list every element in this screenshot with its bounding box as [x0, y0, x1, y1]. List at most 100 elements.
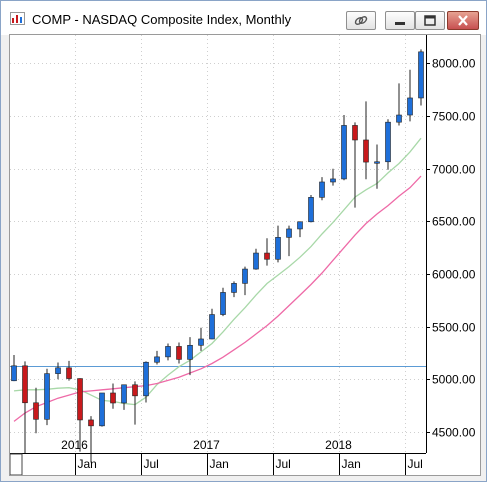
- y-tick-label: 5000.00: [432, 373, 476, 387]
- x-month-label: Jan: [78, 457, 97, 471]
- candle-body: [44, 373, 50, 420]
- candle-body: [352, 125, 358, 141]
- candle-body: [110, 392, 116, 404]
- candle: [418, 49, 424, 106]
- candle: [55, 362, 61, 380]
- candle-body: [297, 221, 303, 230]
- candle-body: [385, 121, 391, 163]
- title-bar[interactable]: COMP - NASDAQ Composite Index, Monthly: [1, 1, 486, 35]
- candle: [385, 119, 391, 170]
- maximize-button[interactable]: [415, 11, 445, 30]
- minimize-icon: [395, 22, 405, 25]
- x-month-label: Jul: [408, 457, 423, 471]
- candle: [110, 383, 116, 409]
- candle-body: [165, 346, 171, 358]
- candle: [143, 361, 149, 403]
- candle-body: [176, 346, 182, 360]
- candle: [242, 266, 248, 296]
- x-year-label: 2017: [193, 438, 220, 452]
- y-tick-label: 4500.00: [432, 426, 476, 440]
- candle-body: [319, 181, 325, 198]
- candles-layer: [11, 49, 424, 463]
- candle: [44, 368, 50, 426]
- candle-body: [363, 139, 369, 163]
- candle: [341, 115, 347, 181]
- candle: [88, 416, 94, 463]
- candle: [187, 337, 193, 376]
- candle: [33, 387, 39, 434]
- candle-body: [231, 283, 237, 293]
- candle: [297, 221, 303, 238]
- candle: [198, 327, 204, 351]
- candle-body: [132, 384, 138, 397]
- chart-area[interactable]: 4500.00 5000.00 5500.00 6000.00 6500.00 7000.…: [9, 34, 481, 476]
- candle: [407, 69, 413, 122]
- x-month-label: Jul: [276, 457, 291, 471]
- x-year-label: 2016: [61, 438, 88, 452]
- candle-body: [418, 51, 424, 99]
- candle: [77, 378, 83, 452]
- candle: [209, 308, 215, 340]
- candle: [220, 287, 226, 317]
- candle: [22, 361, 28, 454]
- x-month-label: Jan: [210, 457, 229, 471]
- candle: [352, 122, 358, 208]
- candle-body: [198, 338, 204, 346]
- y-tick-label: 7000.00: [432, 163, 476, 177]
- candle-body: [330, 178, 336, 183]
- link-button[interactable]: [346, 11, 376, 30]
- candle: [99, 392, 105, 427]
- candle-body: [77, 378, 83, 421]
- y-tick-label: 5500.00: [432, 321, 476, 335]
- minimize-button[interactable]: [385, 11, 415, 30]
- candle-body: [88, 419, 94, 427]
- candle-body: [143, 361, 149, 397]
- x-month-label: Jul: [144, 457, 159, 471]
- candle: [231, 281, 237, 298]
- chart-app-icon: [10, 12, 25, 25]
- x-month-label: Jan: [342, 457, 361, 471]
- grid: [10, 35, 426, 453]
- candle-body: [22, 365, 28, 404]
- y-tick-label: 6000.00: [432, 268, 476, 282]
- candle-body: [220, 292, 226, 315]
- close-button[interactable]: [447, 11, 479, 30]
- candle: [253, 248, 259, 270]
- maximize-icon: [424, 15, 436, 26]
- candlestick-chart[interactable]: 4500.00 5000.00 5500.00 6000.00 6500.00 7000.…: [10, 35, 480, 475]
- x-axis: Jan Jul Jan Jul Jan Jul 2016 2017 2018: [10, 438, 426, 475]
- candle: [132, 381, 138, 425]
- y-tick-label: 8000.00: [432, 57, 476, 71]
- close-icon: [458, 15, 468, 26]
- candle: [363, 101, 369, 180]
- candle-body: [341, 125, 347, 180]
- candle-body: [253, 252, 259, 270]
- candle: [264, 238, 270, 266]
- candle: [154, 350, 160, 365]
- candle-body: [11, 365, 17, 382]
- candle: [396, 83, 402, 126]
- candle: [308, 195, 314, 223]
- candle: [165, 343, 171, 361]
- candle-body: [66, 367, 72, 379]
- candle: [11, 354, 17, 382]
- candle-body: [242, 268, 248, 284]
- candle-body: [187, 344, 193, 360]
- candle-body: [308, 197, 314, 223]
- candle-body: [396, 114, 402, 123]
- candle: [121, 384, 127, 410]
- candle-body: [99, 392, 105, 427]
- candle-body: [55, 367, 61, 374]
- candle-body: [121, 384, 127, 404]
- candle-body: [286, 228, 292, 238]
- candle: [66, 360, 72, 381]
- candle-body: [407, 97, 413, 116]
- candle-body: [264, 252, 270, 260]
- candle: [286, 225, 292, 257]
- x-axis-scroll-box: [10, 453, 23, 475]
- moving-average-ma-long: [13, 175, 422, 422]
- link-icon: [354, 16, 368, 25]
- candle: [275, 225, 281, 263]
- candle-body: [275, 237, 281, 260]
